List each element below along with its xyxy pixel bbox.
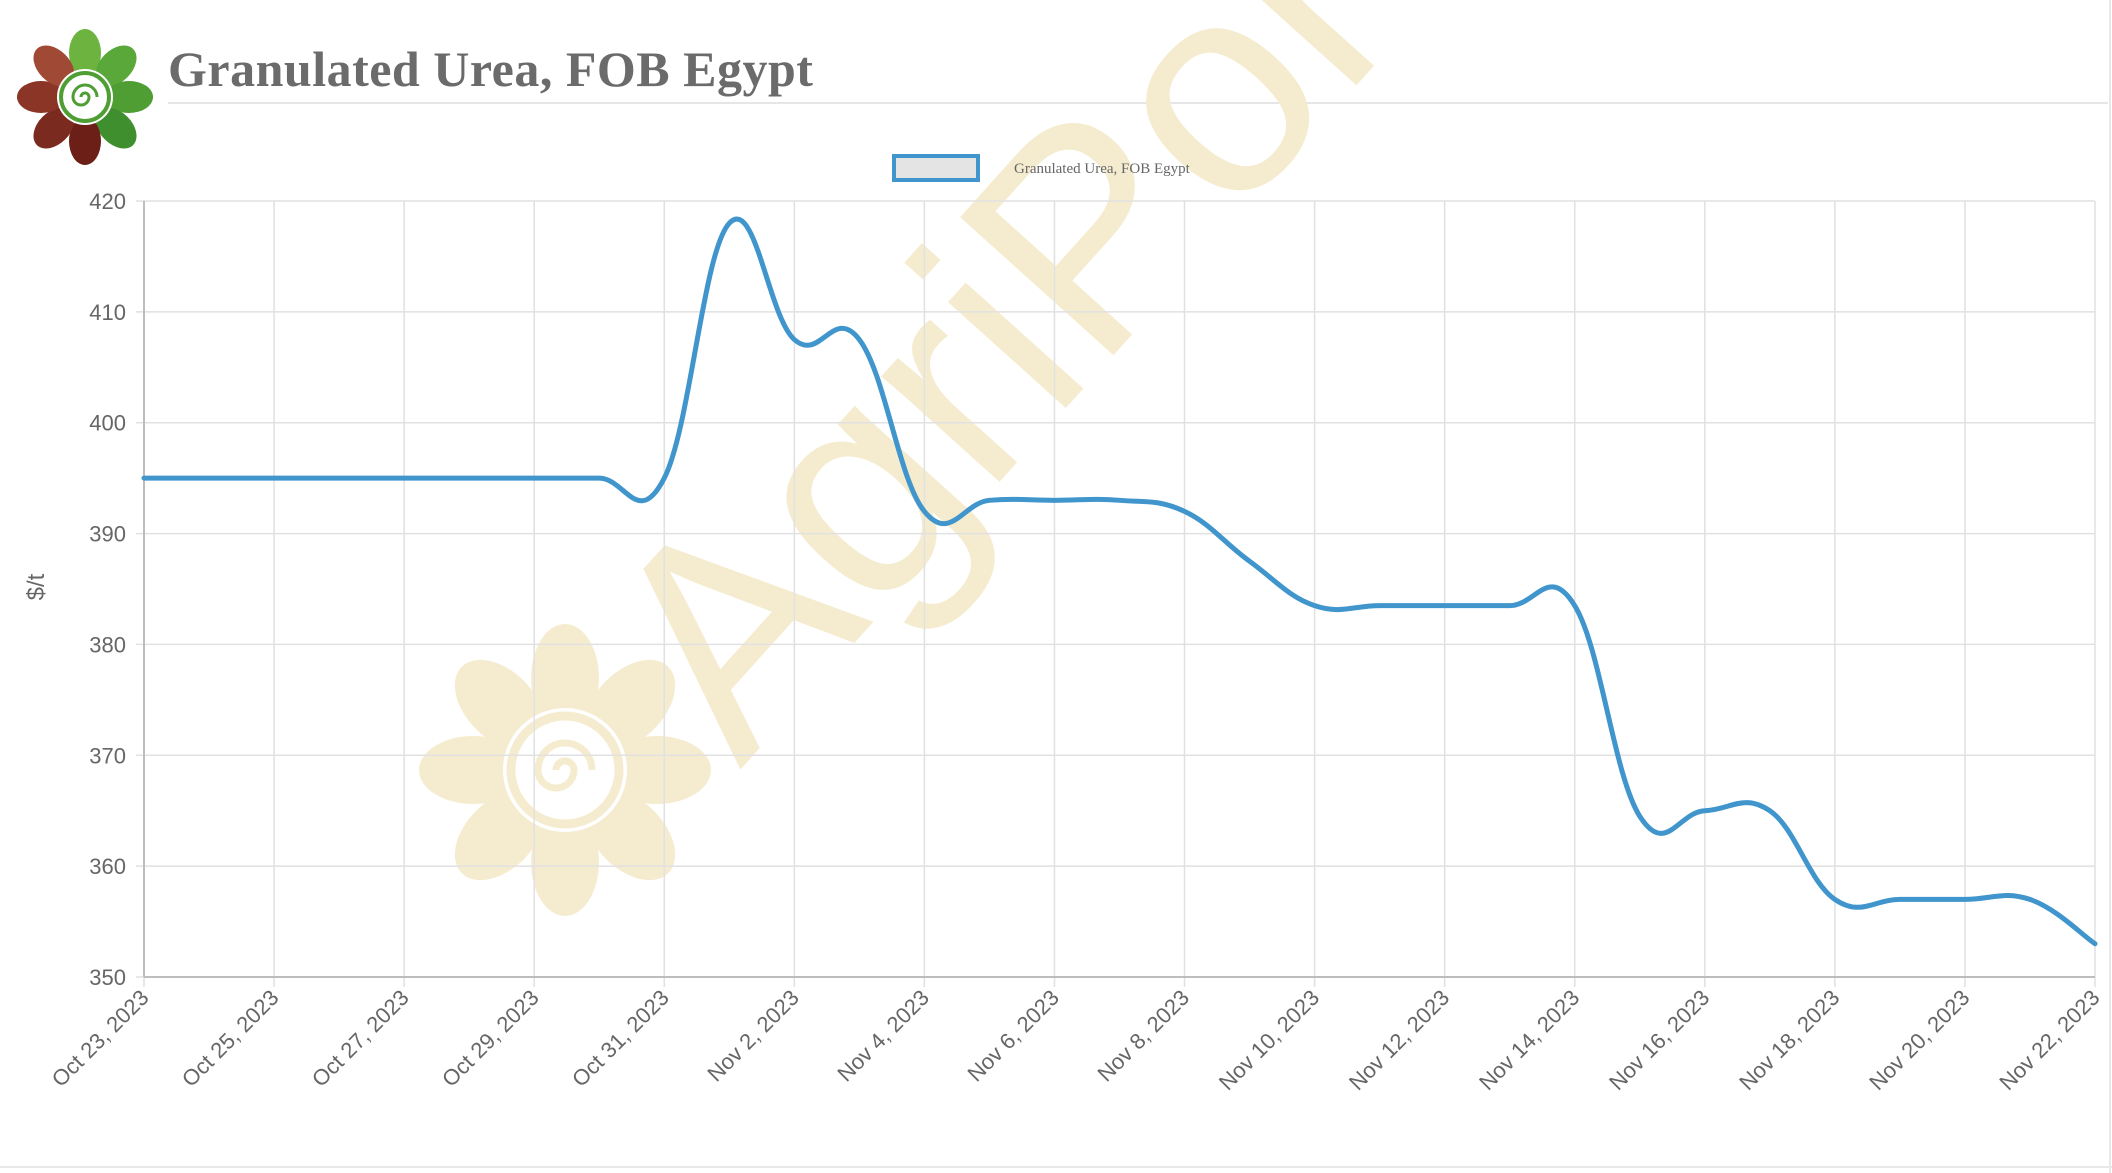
title-divider [168,102,2108,104]
data-point[interactable] [1764,805,1776,817]
y-tick-label: 370 [89,743,126,768]
header: Granulated Urea, FOB Egypt [0,0,2112,180]
data-point[interactable] [658,472,670,484]
data-point[interactable] [1894,893,1906,905]
x-tick-label: Oct 31, 2023 [567,985,674,1092]
data-point[interactable] [1048,494,1060,506]
data-point[interactable] [593,472,605,484]
data-point[interactable] [853,334,865,346]
x-tick-label: Oct 27, 2023 [307,985,414,1092]
x-tick-label: Nov 12, 2023 [1344,985,1454,1095]
x-tick-label: Nov 18, 2023 [1734,985,1844,1095]
legend[interactable]: Granulated Urea, FOB Egypt [892,154,1191,182]
data-point[interactable] [203,472,215,484]
series-layer [138,216,2101,950]
data-point[interactable] [1179,505,1191,517]
data-point[interactable] [2024,893,2036,905]
y-tick-label: 410 [89,300,126,325]
watermark-text: AgriPortal [538,0,1670,814]
x-tick-label: Nov 16, 2023 [1604,985,1714,1095]
data-point[interactable] [1244,555,1256,567]
data-point[interactable] [2089,938,2101,950]
data-point[interactable] [138,472,150,484]
frame-bottom-edge [0,1166,2112,1168]
data-point[interactable] [1309,600,1321,612]
data-point[interactable] [788,334,800,346]
y-axis-label: $/t [23,573,50,600]
x-tick-label: Nov 8, 2023 [1092,985,1194,1087]
x-tick-label: Nov 4, 2023 [832,985,934,1087]
legend-label[interactable]: Granulated Urea, FOB Egypt [1014,161,1191,177]
x-tick-label: Oct 23, 2023 [47,985,154,1092]
data-point[interactable] [1569,600,1581,612]
x-tick-label: Oct 25, 2023 [177,985,284,1092]
y-tick-label: 350 [89,965,126,990]
agriportal-flower-watermark-icon [419,624,711,916]
data-point[interactable] [1829,893,1841,905]
data-point[interactable] [1504,600,1516,612]
y-tick-label: 420 [89,189,126,214]
x-tick-label: Nov 6, 2023 [962,985,1064,1087]
data-point[interactable] [463,472,475,484]
x-tick-label: Oct 29, 2023 [437,985,544,1092]
frame-right-edge [2109,0,2111,1173]
data-point[interactable] [268,472,280,484]
watermark: AgriPortal [419,0,1670,916]
data-point[interactable] [1699,805,1711,817]
data-point[interactable] [1959,893,1971,905]
data-point[interactable] [1374,600,1386,612]
data-point[interactable] [333,472,345,484]
x-tick-label: Nov 10, 2023 [1214,985,1324,1095]
data-point[interactable] [723,217,735,229]
data-point[interactable] [1439,600,1451,612]
series-line[interactable] [141,216,2098,947]
page-title: Granulated Urea, FOB Egypt [168,41,814,97]
x-tick-label: Nov 20, 2023 [1864,985,1974,1095]
data-point[interactable] [1114,494,1126,506]
data-point[interactable] [918,505,930,517]
data-point[interactable] [528,472,540,484]
data-point[interactable] [983,494,995,506]
x-tick-label: Nov 22, 2023 [1994,985,2104,1095]
agriportal-flower-logo-icon [17,29,153,165]
y-tick-label: 380 [89,632,126,657]
x-tick-label: Nov 14, 2023 [1474,985,1584,1095]
y-tick-label: 360 [89,854,126,879]
legend-swatch[interactable] [892,154,980,182]
y-tick-label: 400 [89,411,126,436]
y-tick-label: 390 [89,522,126,547]
x-tick-label: Nov 2, 2023 [702,985,804,1087]
data-point[interactable] [398,472,410,484]
data-point[interactable] [1634,810,1646,822]
